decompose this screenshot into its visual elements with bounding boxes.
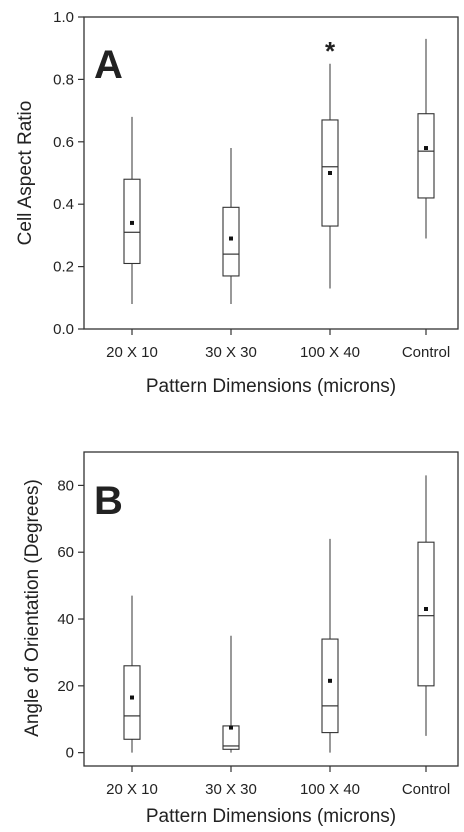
boxes-a: * [123,36,435,305]
box-plot-b [123,595,141,753]
iqr-box [417,113,435,199]
mean-marker [229,236,233,241]
x-tick-label-b: 20 X 10 [106,781,158,798]
y-axis-a: 0.0 0.2 0.4 0.6 0.8 1.0 [53,9,84,338]
panel-a: A 0.0 0.2 0.4 0.6 0.8 1.0 20 X 10 30 X 30 100 X… [15,9,459,397]
box-plot-a [417,38,435,239]
box-plot-b [417,475,435,736]
mean-marker [229,725,233,730]
y-tick-label-b: 60 [57,544,74,561]
significance-marker: * [325,36,336,66]
y-tick-label-a: 1.0 [53,9,74,26]
panel-label-a: A [94,43,123,87]
x-tick-label-a: 100 X 40 [300,344,360,361]
mean-marker [424,607,428,611]
box-plot-a [123,116,141,305]
y-tick-label-a: 0.2 [53,259,74,276]
panel-b: B 0 20 40 60 80 20 X 10 30 X 30 100 X 40 Contro… [22,451,459,827]
y-tick-label-b: 0 [66,745,74,762]
y-tick-label-b: 20 [57,678,74,695]
panel-label-b: B [94,479,123,523]
box-plot-a: * [321,36,339,289]
x-tick-label-a: 30 X 30 [205,344,257,361]
mean-marker [130,695,134,700]
x-axis-title-b: Pattern Dimensions (microns) [146,806,396,827]
x-tick-label-a: Control [402,344,450,361]
x-tick-label-a: 20 X 10 [106,344,158,361]
mean-marker [328,171,332,175]
y-tick-label-a: 0.8 [53,71,74,88]
mean-marker [130,220,134,225]
y-tick-label-b: 80 [57,477,74,494]
iqr-box [321,638,339,734]
y-tick-label-b: 40 [57,611,74,628]
x-tick-label-b: 100 X 40 [300,781,360,798]
box-plot-b [321,538,339,753]
x-tick-label-b: 30 X 30 [205,781,257,798]
x-axis-a: 20 X 10 30 X 30 100 X 40 Control [106,329,450,361]
iqr-box [222,206,240,277]
x-axis-title-a: Pattern Dimensions (microns) [146,376,396,397]
y-tick-label-a: 0.4 [53,196,74,213]
y-axis-b: 0 20 40 60 80 [57,477,84,762]
x-tick-label-b: Control [402,781,450,798]
box-plot-b [222,635,240,753]
y-axis-title-a: Cell Aspect Ratio [15,101,36,246]
y-axis-title-b: Angle of Orientation (Degrees) [22,479,43,737]
iqr-box [417,541,435,687]
x-axis-b: 20 X 10 30 X 30 100 X 40 Control [106,766,450,798]
y-tick-label-a: 0.6 [53,134,74,151]
y-tick-label-a: 0.0 [53,321,74,338]
plot-frame-a [83,16,459,330]
boxes-b [123,475,435,753]
mean-marker [424,146,428,151]
plot-frame-b [83,451,459,767]
mean-marker [328,678,332,683]
iqr-box [123,665,141,740]
box-plot-a [222,148,240,305]
